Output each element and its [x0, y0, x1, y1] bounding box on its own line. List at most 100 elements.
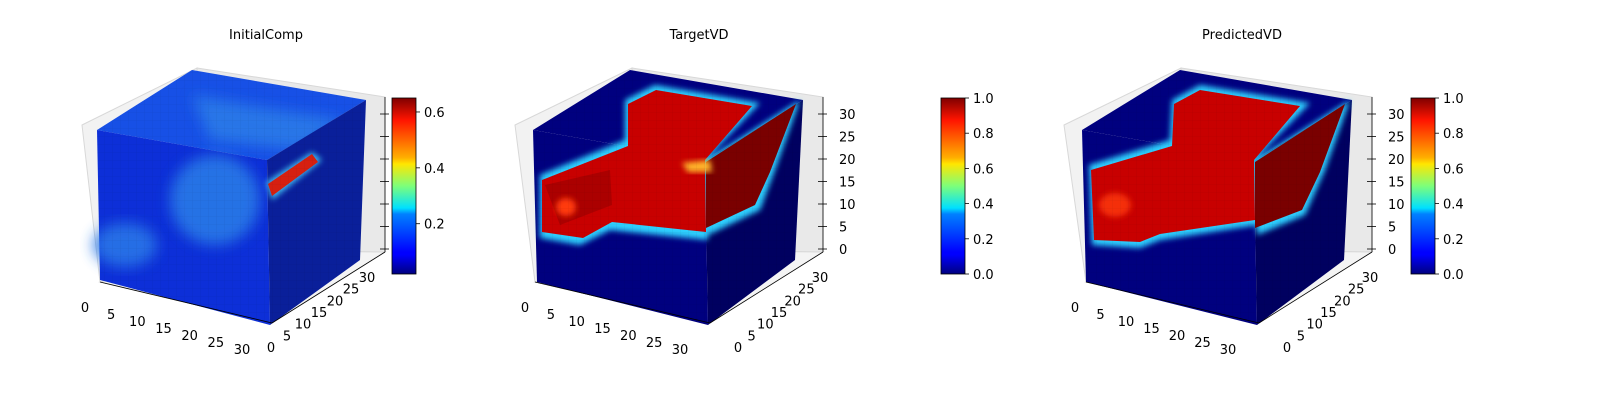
colorbar-gradient [940, 97, 966, 275]
x-tick-label: 15 [1143, 322, 1160, 337]
z-tick-label: 25 [1388, 131, 1405, 146]
colorbar-gradient [391, 97, 417, 275]
colorbar-tick-label: 0.0 [1443, 268, 1464, 283]
colorbar-tick-label: 0.4 [424, 162, 445, 177]
x-tick-label: 20 [620, 329, 637, 344]
x-tick-label: 5 [1096, 308, 1104, 323]
voxel-cube [533, 70, 803, 325]
z-tick-label: 0 [839, 243, 847, 258]
x-tick-label: 25 [646, 336, 663, 351]
voxel-grid [1082, 70, 1352, 325]
y-tick-label: 25 [343, 283, 360, 298]
colorbar-tick-label: 0.4 [1443, 198, 1464, 213]
colorbar-tick-label: 0.2 [973, 233, 994, 248]
y-tick-label: 5 [748, 329, 756, 344]
x-tick-label: 15 [594, 322, 611, 337]
z-axis: 0 5 10 15 20 25 30 [818, 97, 856, 258]
y-tick-label: 10 [295, 318, 312, 333]
x-axis: 0 5 10 15 20 25 30 [81, 281, 273, 358]
z-tick-label: 20 [1388, 153, 1405, 168]
z-tick-label: 25 [839, 131, 856, 146]
colorbar-tick-label: 0.8 [1443, 127, 1464, 142]
x-tick-label: 20 [1169, 329, 1186, 344]
y-tick-label: 15 [1320, 306, 1337, 321]
x-tick-label: 15 [155, 322, 172, 337]
colorbar-tick-label: 0.2 [1443, 233, 1464, 248]
colorbar-tick-label: 0.6 [424, 106, 445, 121]
z-tick-label: 10 [1388, 198, 1405, 213]
y-tick-label: 0 [734, 341, 742, 356]
z-axis: 0 5 10 15 20 25 30 [1367, 97, 1405, 258]
voxel-grid [533, 70, 803, 325]
x-tick-label: 30 [672, 343, 689, 358]
z-tick-labels: 0 5 10 15 20 25 30 [1367, 108, 1405, 258]
x-tick-label: 10 [129, 315, 146, 330]
y-tick-label: 0 [267, 341, 275, 356]
colorbar-tick-label: 0.0 [973, 268, 994, 283]
colorbar-tick-label: 0.4 [973, 198, 994, 213]
y-tick-label: 15 [771, 306, 788, 321]
z-tick-marks [380, 113, 389, 250]
y-tick-label: 0 [1283, 341, 1291, 356]
x-tick-label: 5 [547, 308, 555, 323]
subplot-title: PredictedVD [1202, 28, 1282, 43]
voxel-cube [1082, 70, 1352, 325]
x-tick-label: 25 [1194, 336, 1211, 351]
y-tick-label: 30 [359, 271, 376, 286]
y-tick-label: 5 [283, 329, 291, 344]
z-tick-label: 15 [1388, 176, 1405, 191]
z-tick-label: 30 [839, 108, 856, 123]
colorbar-tick-label: 0.2 [424, 218, 445, 233]
y-tick-label: 10 [1306, 318, 1323, 333]
colorbar: 0.2 0.4 0.6 [391, 97, 445, 275]
x-tick-label: 0 [81, 301, 89, 316]
y-tick-label: 10 [757, 318, 774, 333]
colorbar-gradient [1410, 97, 1436, 275]
y-tick-label: 20 [1334, 294, 1351, 309]
x-tick-label: 30 [234, 343, 251, 358]
y-tick-label: 25 [1348, 283, 1365, 298]
colorbar-tick-label: 0.6 [973, 162, 994, 177]
subplot-predictedvd: PredictedVD 0 5 10 15 20 25 30 [1063, 28, 1464, 358]
x-tick-labels: 0 5 10 15 20 25 30 [81, 301, 250, 358]
z-tick-label: 20 [839, 153, 856, 168]
x-axis: 0 5 10 15 20 25 30 [1071, 281, 1260, 358]
colorbar-ticks: 0.0 0.2 0.4 0.6 0.8 1.0 [965, 92, 994, 283]
colorbar: 0.0 0.2 0.4 0.6 0.8 1.0 [1410, 92, 1464, 283]
x-tick-label: 0 [1071, 301, 1079, 316]
x-tick-labels: 0 5 10 15 20 25 30 [521, 301, 688, 358]
z-tick-label: 5 [839, 221, 847, 236]
x-axis: 0 5 10 15 20 25 30 [521, 281, 711, 358]
colorbar-tick-label: 1.0 [973, 92, 994, 107]
z-tick-label: 5 [1388, 221, 1396, 236]
x-tick-labels: 0 5 10 15 20 25 30 [1071, 301, 1236, 358]
z-tick-label: 0 [1388, 243, 1396, 258]
x-tick-label: 5 [107, 308, 115, 323]
x-tick-label: 30 [1220, 343, 1237, 358]
x-tick-label: 20 [181, 329, 198, 344]
z-tick-label: 10 [839, 198, 856, 213]
y-tick-label: 15 [311, 306, 328, 321]
x-tick-label: 10 [1118, 315, 1135, 330]
x-tick-label: 0 [521, 301, 529, 316]
voxel-cube [93, 70, 366, 325]
y-tick-label: 30 [812, 271, 829, 286]
y-tick-label: 25 [798, 283, 815, 298]
y-tick-label: 5 [1297, 329, 1305, 344]
x-tick-label: 10 [568, 315, 585, 330]
voxel-grid [97, 70, 366, 325]
colorbar-ticks: 0.0 0.2 0.4 0.6 0.8 1.0 [1435, 92, 1464, 283]
z-tick-labels: 0 5 10 15 20 25 30 [818, 108, 856, 258]
subplot-title: InitialComp [229, 28, 303, 43]
colorbar: 0.0 0.2 0.4 0.6 0.8 1.0 [940, 92, 994, 283]
colorbar-tick-label: 0.6 [1443, 162, 1464, 177]
z-axis [380, 97, 389, 252]
